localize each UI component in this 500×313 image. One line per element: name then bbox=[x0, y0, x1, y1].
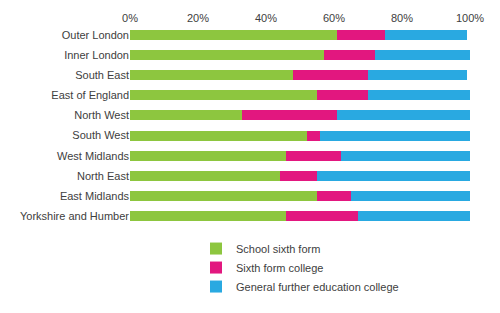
svg-text:20%: 20% bbox=[187, 12, 209, 24]
svg-text:Inner London: Inner London bbox=[64, 49, 129, 61]
svg-text:Sixth form college: Sixth form college bbox=[236, 262, 323, 274]
svg-text:100%: 100% bbox=[456, 12, 484, 24]
svg-text:North West: North West bbox=[74, 109, 129, 121]
svg-text:West Midlands: West Midlands bbox=[57, 150, 129, 162]
svg-text:South East: South East bbox=[75, 69, 129, 81]
svg-text:East Midlands: East Midlands bbox=[60, 190, 130, 202]
svg-text:South West: South West bbox=[72, 129, 129, 141]
svg-text:40%: 40% bbox=[255, 12, 277, 24]
svg-text:80%: 80% bbox=[391, 12, 413, 24]
svg-text:North East: North East bbox=[77, 170, 129, 182]
svg-text:Outer London: Outer London bbox=[62, 29, 129, 41]
svg-text:East of England: East of England bbox=[51, 89, 129, 101]
svg-text:Yorkshire and Humber: Yorkshire and Humber bbox=[20, 210, 129, 222]
svg-text:0%: 0% bbox=[122, 12, 138, 24]
svg-text:School sixth form: School sixth form bbox=[236, 243, 320, 255]
svg-text:General further education coll: General further education college bbox=[236, 281, 399, 293]
svg-text:60%: 60% bbox=[323, 12, 345, 24]
